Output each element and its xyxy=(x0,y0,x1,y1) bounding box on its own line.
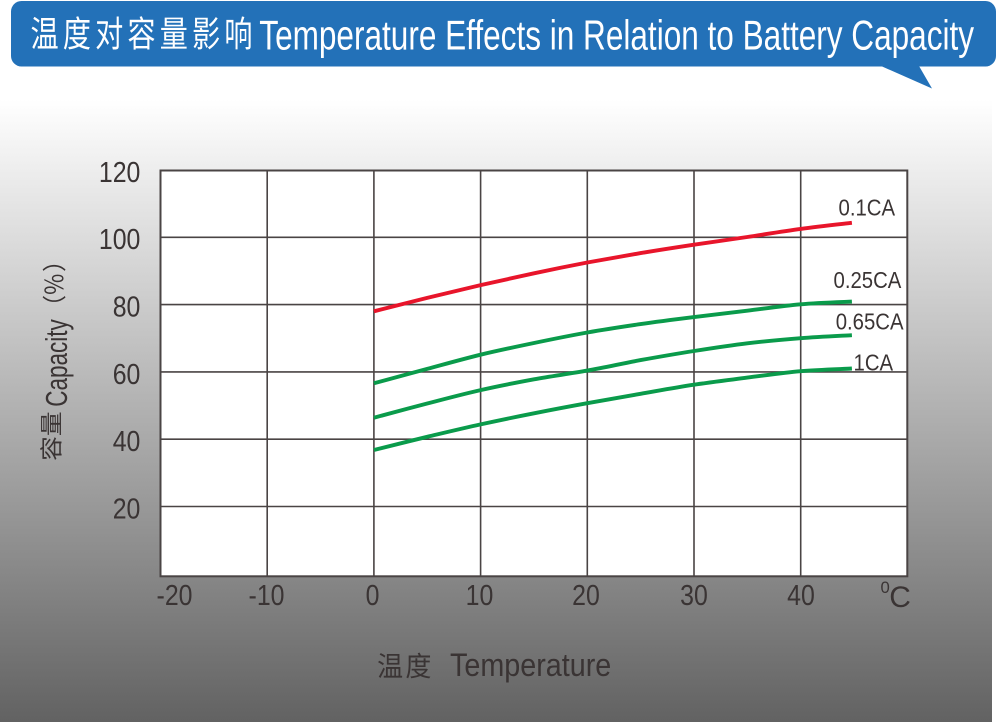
svg-text:-10: -10 xyxy=(249,579,285,611)
svg-text:30: 30 xyxy=(680,579,708,611)
svg-text:40: 40 xyxy=(787,579,815,611)
svg-text:60: 60 xyxy=(113,358,141,390)
svg-text:20: 20 xyxy=(113,493,141,525)
svg-text:10: 10 xyxy=(466,579,494,611)
svg-text:120: 120 xyxy=(99,156,141,188)
svg-text:Capacity: Capacity xyxy=(39,319,74,407)
svg-text:-20: -20 xyxy=(157,579,193,611)
svg-text:0: 0 xyxy=(366,579,380,611)
svg-text:0: 0 xyxy=(881,578,890,597)
svg-text:0.1CA: 0.1CA xyxy=(839,194,896,221)
svg-text:1CA: 1CA xyxy=(854,349,894,376)
svg-text:100: 100 xyxy=(99,224,141,256)
svg-text:40: 40 xyxy=(113,425,141,457)
svg-text:C: C xyxy=(889,581,911,614)
svg-text:0.25CA: 0.25CA xyxy=(834,267,902,294)
svg-text:80: 80 xyxy=(113,291,141,323)
svg-text:Temperature Effects in Relatio: Temperature Effects in Relation to Batte… xyxy=(259,11,974,58)
svg-text:0.65CA: 0.65CA xyxy=(836,308,904,335)
svg-text:Temperature: Temperature xyxy=(450,648,611,684)
svg-text:20: 20 xyxy=(572,579,600,611)
